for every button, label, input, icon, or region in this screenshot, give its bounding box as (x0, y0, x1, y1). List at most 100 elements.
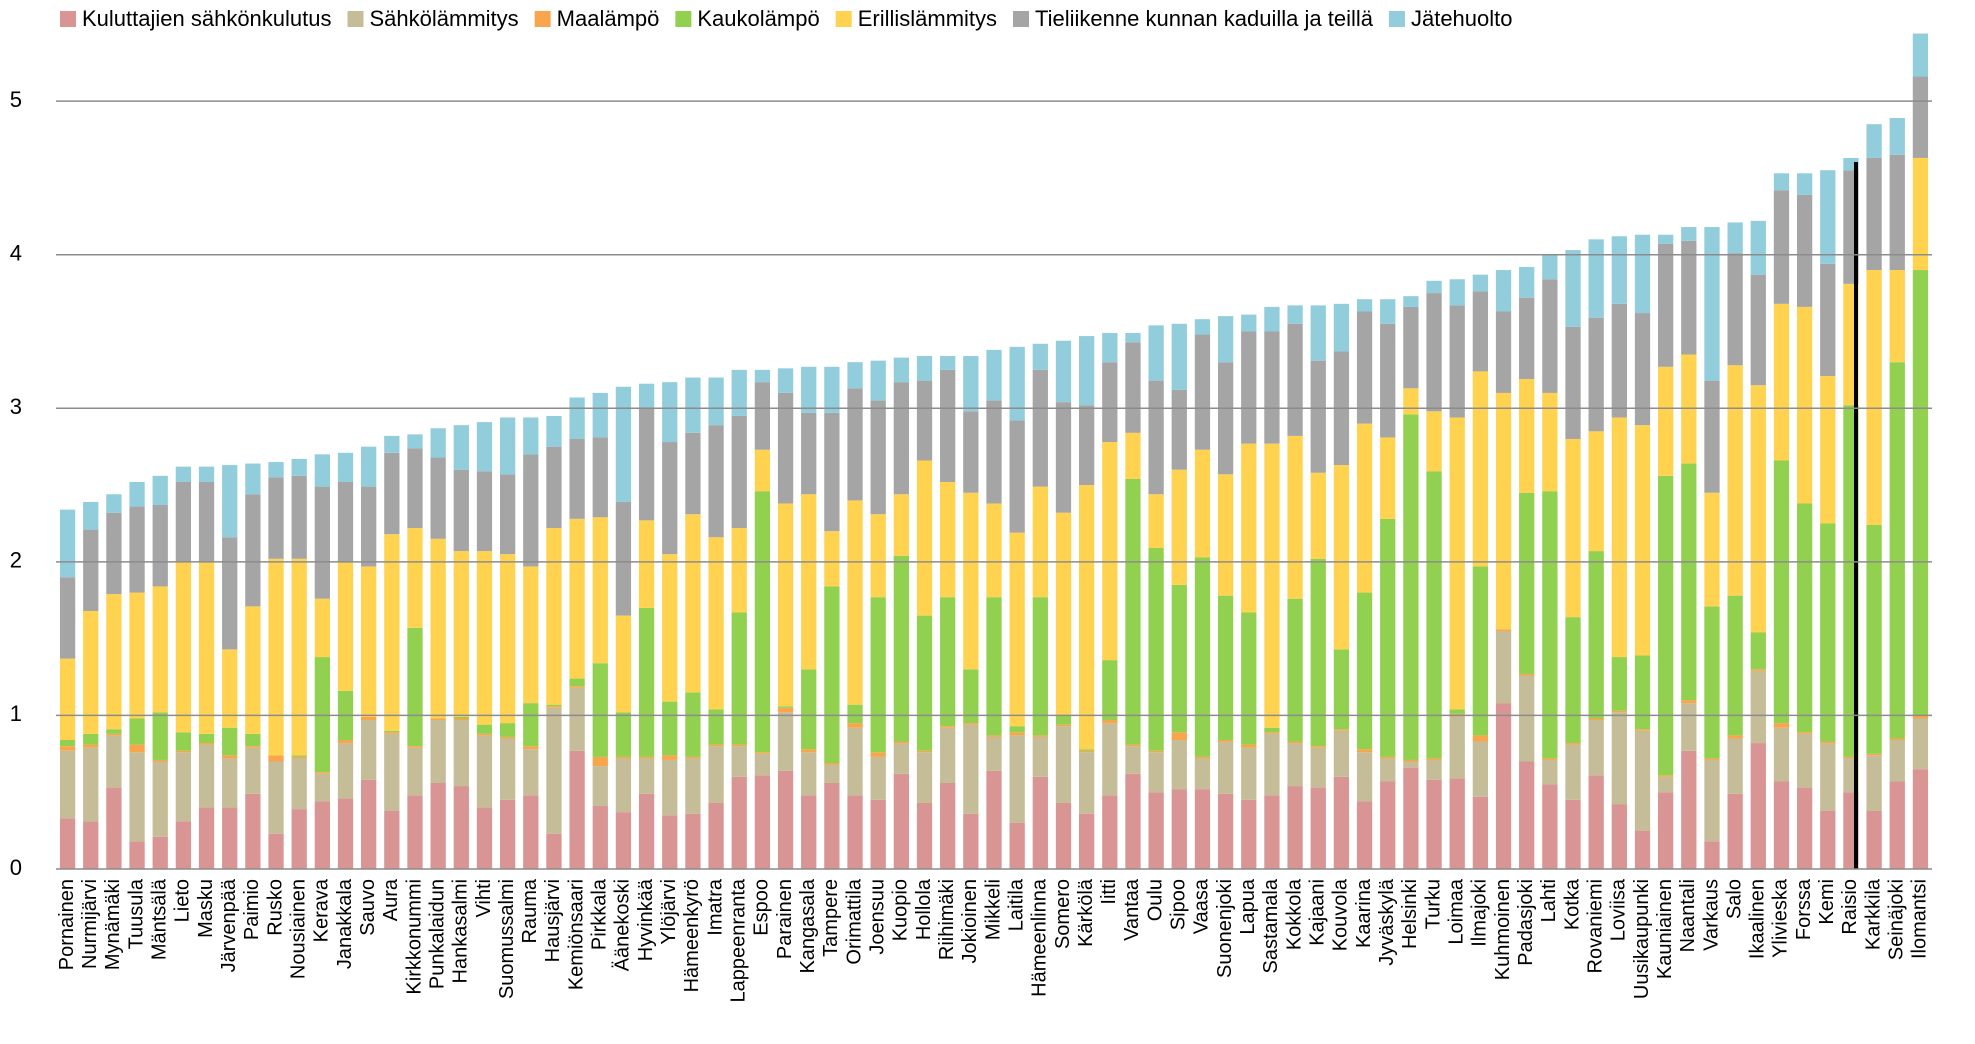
bar-segment (1032, 736, 1048, 777)
bar-segment (1495, 270, 1512, 312)
x-tick-label: Kemiönsaari (565, 879, 587, 990)
x-tick-label: Rauma (519, 878, 541, 943)
bar-segment (893, 743, 910, 774)
bar-segment (940, 369, 956, 482)
bar-segment (1773, 460, 1790, 724)
legend-swatch (675, 11, 692, 27)
bar-segment (1727, 365, 1743, 596)
bar-segment (1912, 76, 1929, 158)
bar-segment (1773, 190, 1790, 304)
bar-segment (1565, 326, 1581, 439)
bar-segment (129, 752, 145, 842)
bar-segment (1287, 598, 1303, 742)
bar-segment (83, 529, 99, 611)
bar-segment (291, 758, 307, 810)
bar-segment (1148, 792, 1164, 869)
bar-segment (870, 597, 886, 753)
bar-segment (1796, 732, 1813, 734)
bar-segment (453, 469, 469, 552)
x-tick-label: Jyväskylä (1376, 878, 1398, 966)
bar-segment (685, 758, 701, 814)
bar-segment (1426, 293, 1442, 412)
bar-segment (361, 716, 377, 721)
x-tick-label: Raisio (1839, 879, 1861, 935)
bar-segment (615, 501, 632, 616)
bar-segment (175, 821, 192, 869)
bar-segment (638, 756, 655, 759)
bar-segment (1542, 758, 1558, 760)
x-tick-label: Hämeenlinna (1029, 878, 1051, 997)
bar-segment (314, 486, 330, 599)
bar-segment (245, 463, 261, 495)
bar-segment (1634, 425, 1651, 656)
bar-segment (1681, 700, 1697, 704)
bar-segment (1658, 776, 1674, 793)
bar-segment (268, 755, 284, 762)
bar-segment (1125, 432, 1141, 479)
bar-segment (1611, 657, 1627, 711)
bar-segment (685, 514, 701, 693)
bar-segment (824, 782, 840, 869)
bar-segment (1472, 741, 1489, 797)
bar-segment (546, 415, 562, 447)
x-tick-label: Pornainen (56, 879, 78, 970)
x-tick-label: Forssa (1793, 878, 1815, 940)
bar-segment (1750, 632, 1766, 670)
bar-segment (1472, 274, 1489, 292)
bar-segment (708, 746, 724, 803)
bar-segment (1078, 749, 1095, 751)
bar-segment (1356, 299, 1373, 312)
bar-segment (337, 798, 354, 869)
bar-segment (1403, 761, 1419, 768)
bar-segment (1310, 558, 1326, 747)
bar-segment (870, 360, 886, 401)
bar-segment (198, 743, 215, 745)
bar-segment (1912, 769, 1929, 869)
bar-segment (916, 802, 933, 869)
bar-segment (1032, 369, 1048, 487)
bar-segment (1588, 431, 1604, 552)
x-tick-label: Rusko (264, 879, 286, 936)
bar-segment (1750, 670, 1766, 744)
y-tick-label: 3 (10, 394, 22, 419)
bar-segment (1264, 732, 1280, 734)
bar-segment (245, 793, 261, 869)
bar-segment (1310, 305, 1326, 361)
bar-segment (1403, 759, 1419, 762)
bar-segment (1449, 417, 1465, 710)
bar-segment (1264, 331, 1280, 444)
bar-segment (1796, 503, 1813, 733)
bar-segment (1565, 250, 1581, 327)
bar-segment (384, 732, 400, 734)
bar-segment (1681, 703, 1697, 751)
bar-segment (801, 366, 817, 413)
bar-segment (1171, 584, 1187, 733)
bar-segment (1310, 747, 1326, 788)
bar-segment (268, 761, 284, 834)
bar-segment (1866, 753, 1882, 756)
bar-segment (1495, 392, 1512, 630)
x-tick-label: Tuusula (125, 878, 147, 949)
bar-segment (1426, 471, 1442, 759)
bar-segment (1889, 781, 1905, 869)
bar-segment (1704, 492, 1720, 607)
bar-segment (407, 448, 423, 529)
bar-segment (245, 747, 261, 794)
bar-segment (337, 739, 354, 744)
bar-segment (824, 412, 840, 532)
x-tick-label: Joensuu (866, 879, 888, 955)
bar-segment (1217, 793, 1234, 869)
x-tick-label: Sauvo (357, 879, 379, 936)
x-tick-label: Tampere (820, 879, 842, 957)
bar-segment (430, 457, 446, 539)
bar-segment (870, 756, 886, 800)
y-tick-label: 2 (10, 548, 22, 573)
bar-segment (1750, 743, 1766, 869)
bar-segment (1009, 420, 1025, 533)
bar-segment (777, 770, 794, 869)
bar-segment (106, 735, 122, 788)
bar-segment (1658, 775, 1674, 777)
bar-segment (638, 520, 655, 608)
bar-segment (1125, 333, 1141, 343)
bar-segment (685, 692, 701, 757)
